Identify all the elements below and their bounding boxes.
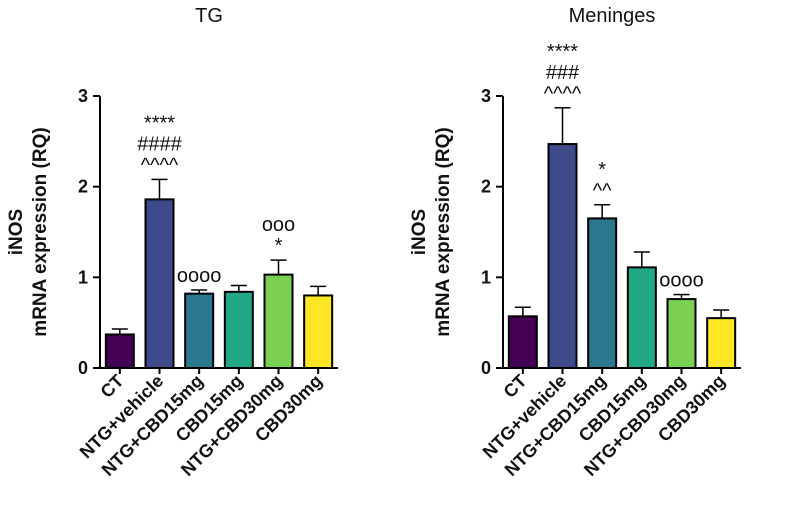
chart-title: TG <box>195 5 223 27</box>
y-tick-label: 1 <box>78 267 88 287</box>
y-tick-label: 0 <box>481 358 491 378</box>
y-axis-label: iNOS <box>409 209 430 255</box>
y-tick-label: 2 <box>481 177 491 197</box>
bar <box>144 198 175 369</box>
y-tick-label: 2 <box>78 177 88 197</box>
y-tick-label: 3 <box>78 86 88 106</box>
significance-label: oooo <box>177 265 222 287</box>
significance-label: * <box>598 159 606 181</box>
bar <box>547 143 578 369</box>
bar <box>587 217 618 369</box>
y-tick-label: 3 <box>481 86 491 106</box>
significance-label: ^^^^ <box>544 83 582 105</box>
significance-label: * <box>275 235 283 257</box>
significance-label: oooo <box>659 270 704 292</box>
chart-title: Meninges <box>569 5 656 27</box>
bar <box>223 290 254 369</box>
y-tick-label: 1 <box>481 267 491 287</box>
bar <box>104 333 135 370</box>
significance-label: ### <box>546 62 580 84</box>
x-tick-label: CT <box>500 371 531 402</box>
y-axis-label: mRNA expression (RQ) <box>30 127 51 336</box>
bar <box>507 315 538 370</box>
y-tick-label: 0 <box>78 358 88 378</box>
y-axis-label: iNOS <box>6 209 27 255</box>
significance-label: ^^ <box>593 180 612 202</box>
bar <box>706 317 737 369</box>
significance-label: #### <box>137 133 182 155</box>
bar <box>666 298 697 369</box>
bar <box>626 266 657 369</box>
y-axis-label: mRNA expression (RQ) <box>433 127 454 336</box>
bar <box>263 273 294 370</box>
significance-label: **** <box>144 112 175 134</box>
bar <box>184 292 215 369</box>
significance-label: ^^^^ <box>141 154 179 176</box>
bar <box>303 294 334 370</box>
significance-label: **** <box>547 41 578 63</box>
significance-label: ooo <box>262 214 295 236</box>
x-tick-label: CT <box>97 371 128 402</box>
